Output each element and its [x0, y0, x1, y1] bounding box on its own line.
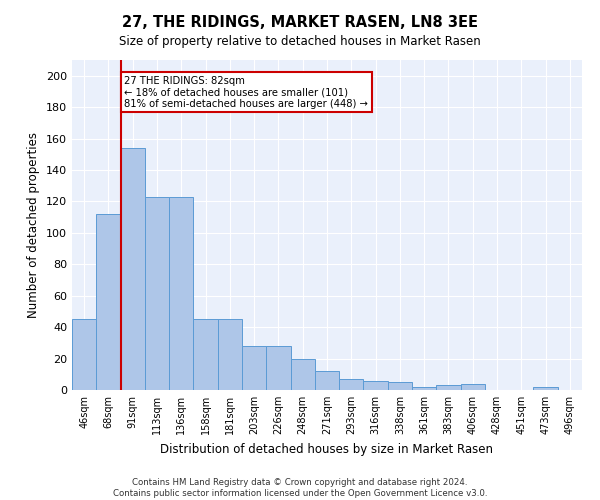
- Bar: [364, 380, 388, 390]
- Bar: [96, 214, 121, 390]
- Bar: [193, 320, 218, 390]
- Y-axis label: Number of detached properties: Number of detached properties: [28, 132, 40, 318]
- Bar: [169, 196, 193, 390]
- Text: Contains HM Land Registry data © Crown copyright and database right 2024.
Contai: Contains HM Land Registry data © Crown c…: [113, 478, 487, 498]
- Bar: [121, 148, 145, 390]
- Bar: [436, 386, 461, 390]
- Bar: [461, 384, 485, 390]
- Bar: [339, 379, 364, 390]
- Bar: [218, 320, 242, 390]
- Text: 27 THE RIDINGS: 82sqm
← 18% of detached houses are smaller (101)
81% of semi-det: 27 THE RIDINGS: 82sqm ← 18% of detached …: [124, 76, 368, 109]
- Bar: [290, 358, 315, 390]
- Bar: [242, 346, 266, 390]
- X-axis label: Distribution of detached houses by size in Market Rasen: Distribution of detached houses by size …: [161, 442, 493, 456]
- Bar: [412, 387, 436, 390]
- Bar: [388, 382, 412, 390]
- Bar: [315, 371, 339, 390]
- Bar: [533, 387, 558, 390]
- Text: Size of property relative to detached houses in Market Rasen: Size of property relative to detached ho…: [119, 35, 481, 48]
- Bar: [266, 346, 290, 390]
- Bar: [145, 196, 169, 390]
- Text: 27, THE RIDINGS, MARKET RASEN, LN8 3EE: 27, THE RIDINGS, MARKET RASEN, LN8 3EE: [122, 15, 478, 30]
- Bar: [72, 320, 96, 390]
